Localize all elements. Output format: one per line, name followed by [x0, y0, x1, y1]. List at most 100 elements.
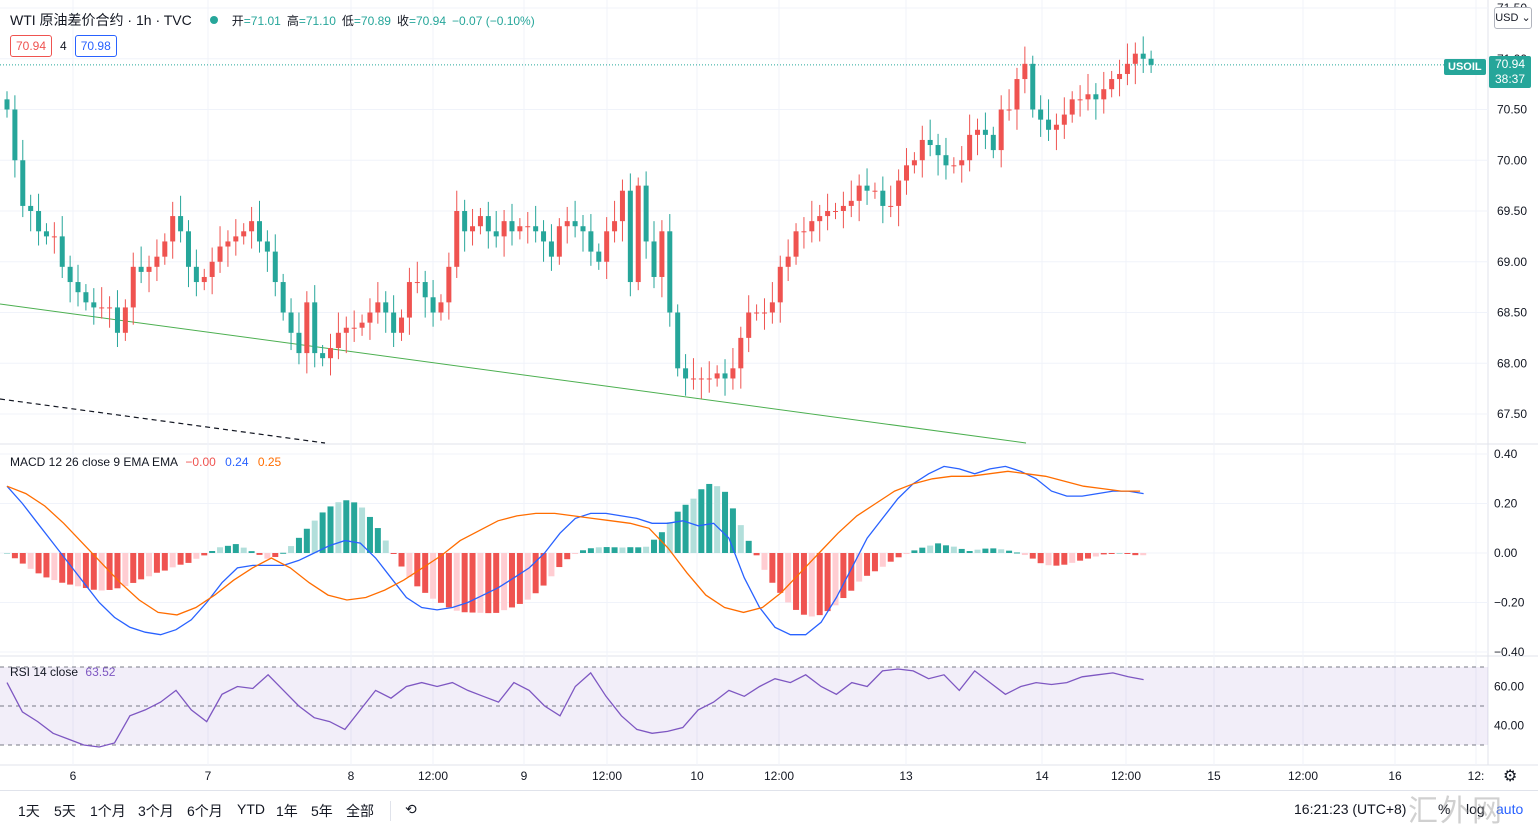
candle-body [1061, 114, 1067, 125]
macd-histogram-bar [887, 553, 894, 562]
candle-body [817, 216, 823, 222]
candle-body [28, 205, 34, 211]
currency-select[interactable]: USD ⌄ [1494, 7, 1532, 29]
macd-histogram-bar [603, 547, 610, 553]
range-button[interactable]: 5天 [54, 803, 76, 819]
candle-body [225, 241, 231, 247]
macd-histogram-bar [327, 506, 334, 553]
gear-icon[interactable]: ⚙ [1503, 768, 1518, 785]
candle-body [872, 190, 878, 192]
date-range-icon[interactable]: ⟲ [405, 801, 417, 817]
candle-body [785, 256, 791, 267]
time-axis-label: 13 [899, 769, 913, 783]
macd-histogram-bar [524, 553, 531, 600]
candle-body [146, 266, 152, 272]
candle-body [604, 231, 610, 262]
macd-line [6, 465, 1144, 636]
macd-histogram-bar [75, 553, 82, 587]
range-button[interactable]: YTD [237, 801, 265, 817]
bid-price[interactable]: 70.94 [10, 35, 53, 57]
range-button[interactable]: 3个月 [138, 803, 174, 819]
macd-histogram-bar [729, 508, 736, 553]
candle-body [217, 246, 223, 262]
candle-body [1124, 63, 1130, 74]
symbol-legend[interactable]: WTI 原油差价合约 · 1h · TVC 开=71.01 高=71.10 低=70… [10, 10, 541, 30]
candle-body [919, 139, 925, 161]
clock-readout[interactable]: 16:21:23 (UTC+8) [1294, 801, 1407, 817]
macd-histogram-bar [295, 537, 302, 553]
candle-body [367, 312, 373, 323]
macd-histogram-bar [1053, 553, 1060, 566]
macd-histogram-bar [706, 483, 713, 553]
candle-body [880, 190, 886, 206]
last-price: 70.94 [1494, 57, 1526, 71]
range-button[interactable]: 1年 [276, 803, 298, 819]
candle-body [730, 368, 736, 379]
macd-histogram-bar [714, 486, 721, 553]
candle-body [454, 211, 460, 267]
candle-body [967, 134, 973, 161]
auto-toggle[interactable]: auto [1496, 801, 1524, 817]
candle-body [185, 231, 191, 267]
macd-histogram-bar [879, 553, 886, 567]
spread-value: 4 [60, 39, 67, 53]
candle-body [272, 251, 278, 283]
macd-histogram-bar [153, 553, 160, 573]
candle-body [130, 266, 136, 308]
macd-signal-value: 0.25 [257, 455, 282, 469]
price-axis-label: 68.50 [1497, 306, 1527, 320]
candle-body [391, 312, 397, 333]
candle-body [288, 312, 294, 333]
range-button[interactable]: 全部 [346, 803, 374, 819]
symbol-title[interactable]: WTI 原油差价合约 · 1h · TVC [10, 12, 192, 28]
percent-toggle[interactable]: % [1438, 801, 1451, 817]
log-toggle[interactable]: log [1466, 801, 1485, 817]
macd-histogram-bar [848, 553, 855, 591]
candle-body [1006, 109, 1012, 111]
macd-histogram-bar [422, 553, 429, 593]
macd-histogram-bar [674, 511, 681, 553]
chart-canvas[interactable]: 71.5071.0070.5070.0069.5069.0068.5068.00… [0, 0, 1538, 790]
candle-body [501, 221, 507, 237]
macd-histogram-bar [209, 551, 216, 553]
price-axis-label: 67.50 [1497, 407, 1527, 421]
macd-histogram-bar [808, 553, 815, 617]
range-button[interactable]: 6个月 [187, 803, 223, 819]
macd-histogram-bar [1092, 553, 1099, 557]
candle-body [864, 185, 870, 191]
time-axis-label: 12: [1468, 769, 1485, 783]
signal-line [6, 470, 1141, 616]
candle-body [1117, 73, 1123, 80]
range-button[interactable]: 5年 [311, 803, 333, 819]
candle-body [320, 353, 326, 359]
candle-body [83, 292, 89, 303]
candle-body [43, 231, 49, 237]
candle-body [911, 160, 917, 166]
candle-body [683, 368, 689, 379]
macd-histogram-bar [651, 539, 658, 553]
macd-histogram-bar [785, 553, 792, 603]
candle-body [1069, 99, 1075, 115]
ohlc-item: 收=70.94 [396, 13, 446, 28]
candle-body [769, 302, 775, 313]
candle-body [541, 231, 547, 242]
macd-histogram-bar [114, 553, 121, 589]
candle-body [667, 231, 673, 313]
candle-body [470, 226, 476, 232]
toolbar-divider [390, 801, 391, 821]
candle-body [777, 266, 783, 303]
macd-histogram-bar [998, 549, 1005, 553]
ask-price[interactable]: 70.98 [74, 35, 117, 57]
range-button[interactable]: 1天 [18, 803, 40, 819]
candle-body [588, 231, 594, 252]
candle-body [477, 216, 483, 227]
range-button[interactable]: 1个月 [90, 803, 126, 819]
macd-histogram-bar [856, 553, 863, 582]
candle-body [36, 211, 42, 232]
rsi-legend[interactable]: RSI 14 close 63.52 [10, 665, 115, 679]
macd-histogram-bar [587, 548, 594, 553]
candle-body [793, 231, 799, 257]
time-axis-label: 12:00 [418, 769, 448, 783]
macd-legend[interactable]: MACD 12 26 close 9 EMA EMA −0.00 0.24 0.… [10, 455, 281, 469]
macd-histogram-bar [1069, 553, 1076, 563]
